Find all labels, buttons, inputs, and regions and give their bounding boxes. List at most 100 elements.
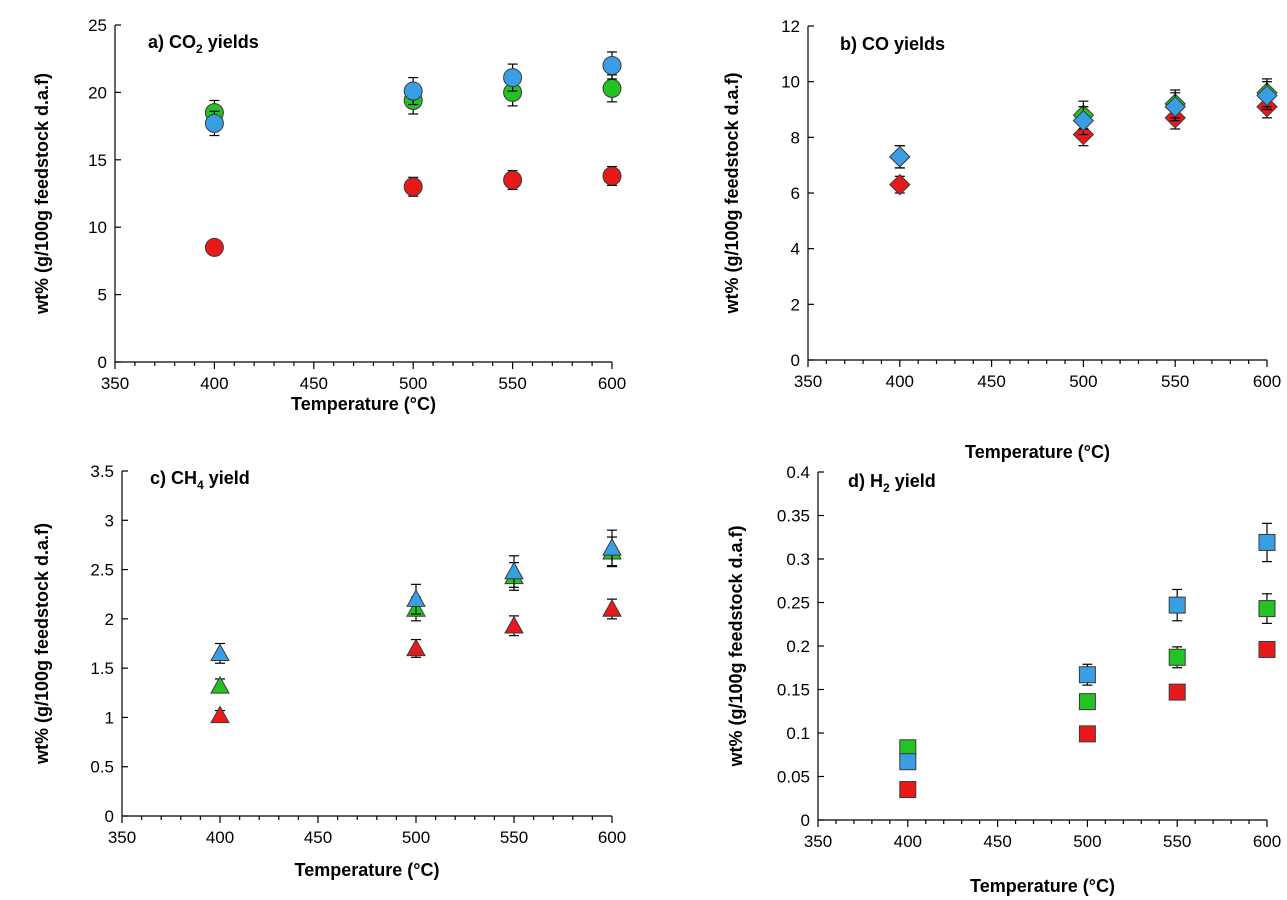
x-tick-label: 350 [101, 374, 129, 393]
y-tick-label: 0.2 [786, 637, 810, 656]
x-tick-label: 350 [794, 372, 822, 391]
data-point-green [602, 78, 622, 98]
x-tick-label: 500 [399, 374, 427, 393]
data-point-blue [1164, 96, 1186, 118]
y-tick-label: 10 [781, 73, 800, 92]
data-point-blue [1072, 109, 1095, 132]
panel-title: c) CH4 yield [150, 468, 250, 492]
x-tick-label: 500 [1073, 832, 1101, 851]
panel-title-main: d) H [848, 471, 883, 491]
y-tick-label: 2 [105, 610, 114, 629]
y-tick-label: 12 [781, 17, 800, 36]
x-axis-label: Temperature (°C) [970, 876, 1115, 896]
x-tick-label: 550 [1163, 832, 1191, 851]
y-tick-label: 0.4 [786, 463, 810, 482]
y-tick-label: 1 [105, 708, 114, 727]
chart-panel-2: 0 2 4 6 8 10 12 350 400 450 500 550 600 Temperature (… [722, 17, 1281, 462]
y-tick-label: 0 [801, 811, 810, 830]
y-tick-label: 3 [105, 511, 114, 530]
panel-title-main: b) CO yields [840, 34, 945, 54]
x-tick-label: 450 [300, 374, 328, 393]
data-point-red [210, 705, 230, 724]
y-axis-label: wt% (g/100g feedstock d.a.f) [726, 525, 746, 767]
y-axis-label: wt% (g/100g feedstock d.a.f) [32, 523, 52, 765]
data-point-blue [889, 146, 911, 168]
panel-title-subscript: 4 [197, 478, 204, 492]
x-tick-label: 600 [598, 828, 626, 847]
panel-title-suffix: yields [203, 32, 259, 52]
y-tick-label: 2 [791, 295, 800, 314]
y-tick-label: 5 [98, 286, 107, 305]
data-point-green [1078, 693, 1096, 711]
y-tick-label: 0 [791, 351, 800, 370]
data-point-blue [210, 643, 230, 662]
y-tick-label: 0.35 [777, 507, 810, 526]
panel-title-main: c) CH [150, 468, 197, 488]
y-tick-label: 20 [88, 83, 107, 102]
data-point-red [403, 177, 423, 197]
data-point-red [406, 638, 426, 657]
x-tick-label: 450 [304, 828, 332, 847]
y-tick-label: 0.25 [777, 594, 810, 613]
chart-panel-1: 0 5 10 15 20 25 350 400 450 500 550 600 Temperature … [32, 16, 626, 414]
panel-title: d) H2 yield [848, 471, 936, 495]
x-tick-label: 400 [206, 828, 234, 847]
x-tick-label: 550 [500, 828, 528, 847]
data-point-blue [403, 81, 423, 101]
data-point-green [210, 675, 230, 694]
data-point-red [602, 598, 622, 617]
data-point-red [1168, 683, 1186, 701]
panel-title: a) CO2 yields [148, 32, 259, 56]
panel-title: b) CO yields [840, 34, 945, 54]
y-tick-label: 0.3 [786, 550, 810, 569]
y-tick-label: 25 [88, 16, 107, 35]
y-tick-label: 0.05 [777, 768, 810, 787]
y-tick-label: 0 [98, 353, 107, 372]
y-tick-label: 2.5 [90, 561, 114, 580]
y-tick-label: 6 [791, 184, 800, 203]
y-tick-label: 4 [791, 240, 800, 259]
data-point-blue [602, 537, 622, 556]
y-tick-label: 10 [88, 218, 107, 237]
y-tick-label: 0.1 [786, 724, 810, 743]
x-tick-label: 350 [804, 832, 832, 851]
y-tick-label: 15 [88, 151, 107, 170]
x-tick-label: 550 [498, 374, 526, 393]
x-axis-label: Temperature (°C) [291, 394, 436, 414]
y-tick-label: 1.5 [90, 659, 114, 678]
data-point-red [899, 781, 917, 799]
x-tick-label: 500 [1069, 372, 1097, 391]
x-axis-label: Temperature (°C) [965, 442, 1110, 462]
data-point-blue [1256, 84, 1278, 107]
y-tick-label: 0 [105, 807, 114, 826]
chart-panel-4: 0 0.05 0.1 0.15 0.2 0.25 0.3 0.35 0.4 350 400 450 50… [726, 463, 1281, 896]
x-tick-label: 350 [108, 828, 136, 847]
x-tick-label: 400 [200, 374, 228, 393]
y-tick-label: 3.5 [90, 462, 114, 481]
panel-title-suffix: yield [204, 468, 250, 488]
data-point-blue [1258, 533, 1276, 551]
y-axis-label: wt% (g/100g feedstock d.a.f) [32, 73, 52, 315]
data-point-red [1258, 640, 1276, 658]
x-tick-label: 450 [983, 832, 1011, 851]
x-tick-label: 450 [977, 372, 1005, 391]
x-axis-label: Temperature (°C) [295, 860, 440, 880]
chart-panel-3: 0 0.5 1 1.5 2 2.5 3 3.5 350 400 450 500 550 600 Temper… [32, 462, 626, 880]
data-point-green [1168, 648, 1186, 666]
y-tick-label: 8 [791, 128, 800, 147]
x-tick-label: 600 [1253, 372, 1281, 391]
data-point-blue [503, 68, 523, 88]
panel-title-subscript: 2 [196, 42, 203, 56]
y-axis-label: wt% (g/100g feedstock d.a.f) [722, 72, 742, 314]
panel-title-suffix: yield [890, 471, 936, 491]
data-point-blue [504, 561, 524, 580]
data-point-red [889, 173, 911, 196]
y-tick-label: 0.15 [777, 681, 810, 700]
data-point-red [204, 237, 224, 257]
data-point-blue [1168, 596, 1186, 614]
data-point-blue [899, 753, 917, 771]
data-point-red [504, 615, 524, 634]
x-tick-label: 600 [598, 374, 626, 393]
data-point-blue [204, 113, 224, 133]
